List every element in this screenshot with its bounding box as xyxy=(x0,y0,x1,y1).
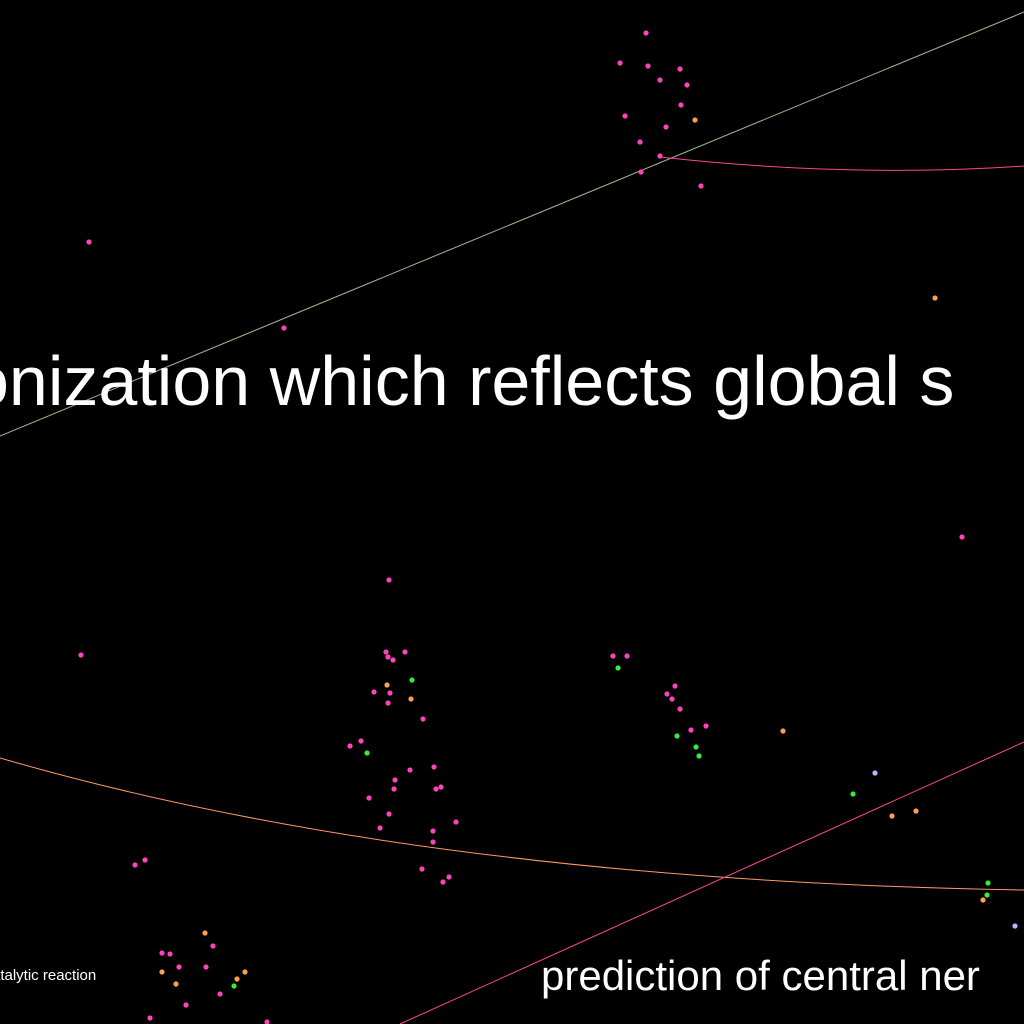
edge-orange-arc xyxy=(0,758,1024,890)
graph-node xyxy=(663,124,668,129)
graph-node xyxy=(677,706,682,711)
graph-node xyxy=(366,795,371,800)
graph-node xyxy=(385,654,390,659)
graph-node xyxy=(698,183,703,188)
graph-node xyxy=(638,169,643,174)
graph-node xyxy=(645,63,650,68)
graph-node xyxy=(438,784,443,789)
graph-node xyxy=(386,811,391,816)
node-label-main: onization which reflects global s xyxy=(0,346,954,416)
graph-node xyxy=(217,991,222,996)
graph-node xyxy=(433,786,438,791)
graph-node xyxy=(677,66,682,71)
graph-node xyxy=(446,874,451,879)
graph-node xyxy=(347,743,352,748)
graph-node xyxy=(703,723,708,728)
graph-node xyxy=(210,943,215,948)
graph-node xyxy=(637,139,642,144)
graph-node xyxy=(872,770,877,775)
graph-node xyxy=(234,976,239,981)
graph-node xyxy=(674,733,679,738)
graph-node xyxy=(159,969,164,974)
graph-node xyxy=(159,950,164,955)
graph-node xyxy=(684,82,689,87)
graph-node xyxy=(358,738,363,743)
graph-node xyxy=(408,696,413,701)
graph-node xyxy=(932,295,937,300)
graph-node xyxy=(377,825,382,830)
graph-node xyxy=(664,691,669,696)
graph-node xyxy=(984,892,989,897)
graph-node xyxy=(672,683,677,688)
graph-node xyxy=(371,689,376,694)
graph-node xyxy=(431,764,436,769)
graph-node xyxy=(985,880,990,885)
graph-node xyxy=(383,649,388,654)
graph-node xyxy=(780,728,785,733)
graph-node xyxy=(657,153,662,158)
graph-node xyxy=(622,113,627,118)
graph-node xyxy=(913,808,918,813)
graph-node xyxy=(391,786,396,791)
graph-node xyxy=(386,577,391,582)
graph-node xyxy=(430,839,435,844)
graph-node xyxy=(696,753,701,758)
graph-node xyxy=(453,819,458,824)
graph-node xyxy=(203,964,208,969)
graph-node xyxy=(615,665,620,670)
graph-node xyxy=(176,964,181,969)
graph-node xyxy=(281,325,286,330)
graph-node xyxy=(183,1002,188,1007)
nodes-layer xyxy=(78,30,1017,1024)
graph-node xyxy=(390,657,395,662)
graph-node xyxy=(624,653,629,658)
graph-node xyxy=(692,117,697,122)
graph-node xyxy=(420,716,425,721)
graph-node xyxy=(430,828,435,833)
graph-node xyxy=(980,897,985,902)
graph-node xyxy=(167,951,172,956)
graph-node xyxy=(402,649,407,654)
graph-node xyxy=(202,930,207,935)
graph-node xyxy=(231,983,236,988)
graph-node xyxy=(440,879,445,884)
graph-node xyxy=(693,744,698,749)
graph-node xyxy=(610,653,615,658)
graph-node xyxy=(242,969,247,974)
graph-node xyxy=(86,239,91,244)
graph-node xyxy=(688,727,693,732)
graph-node xyxy=(364,750,369,755)
edges-layer xyxy=(0,12,1024,1024)
graph-node xyxy=(142,857,147,862)
graph-node xyxy=(392,777,397,782)
graph-node xyxy=(78,652,83,657)
graph-node xyxy=(419,866,424,871)
graph-node xyxy=(850,791,855,796)
graph-node xyxy=(959,534,964,539)
node-label-bottom-left: atalytic reaction xyxy=(0,968,96,983)
graph-node xyxy=(173,981,178,986)
graph-node xyxy=(678,102,683,107)
graph-node xyxy=(264,1019,269,1024)
graph-node xyxy=(132,862,137,867)
graph-node xyxy=(407,767,412,772)
edge-pink-top xyxy=(660,157,1024,170)
graph-node xyxy=(1012,923,1017,928)
graph-node xyxy=(889,813,894,818)
graph-node xyxy=(409,677,414,682)
graph-node xyxy=(669,696,674,701)
graph-node xyxy=(147,1015,152,1020)
graph-node xyxy=(657,77,662,82)
graph-node xyxy=(384,682,389,687)
graph-node xyxy=(643,30,648,35)
graph-node xyxy=(385,700,390,705)
graph-node xyxy=(617,60,622,65)
node-label-bottom-right: prediction of central ner xyxy=(541,955,980,997)
graph-node xyxy=(387,690,392,695)
